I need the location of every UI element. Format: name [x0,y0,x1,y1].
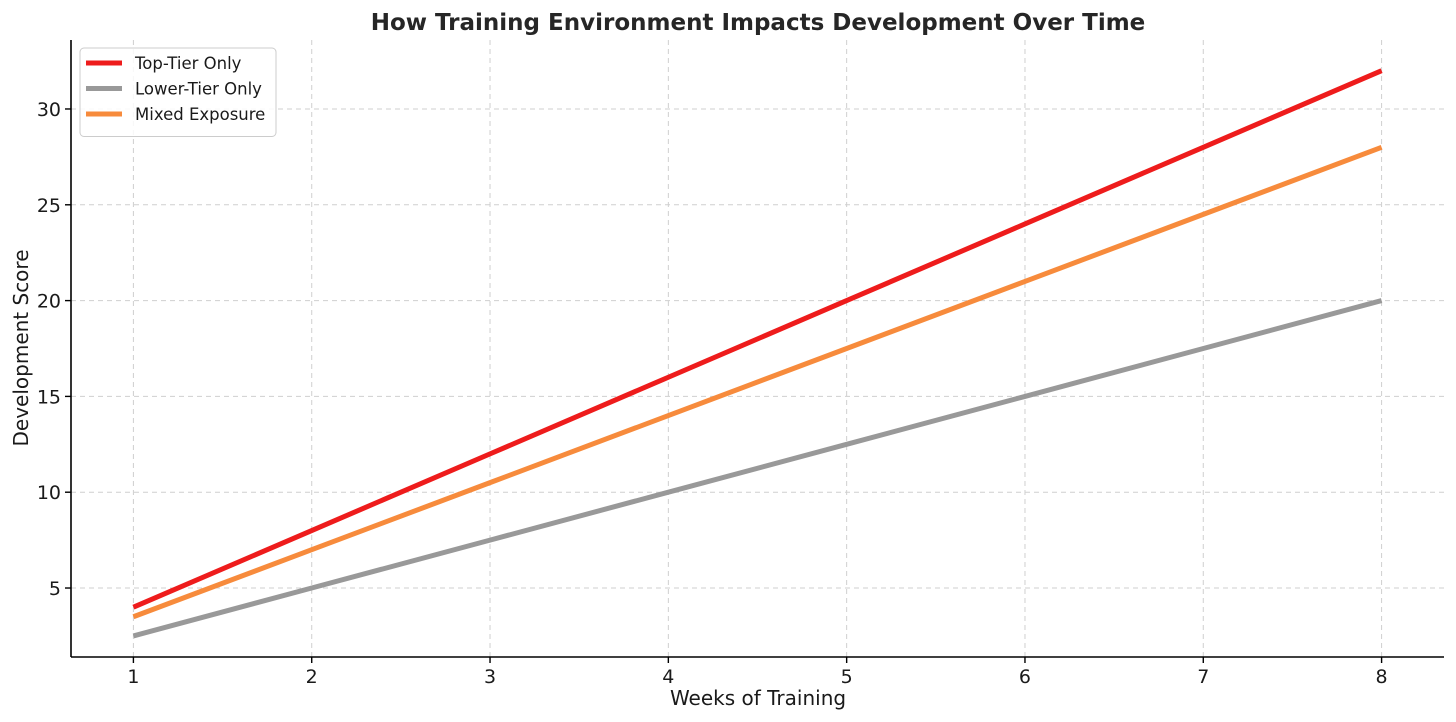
series-line-1 [132,68,1383,610]
tick-labels: 1 2 3 4 5 6 7 8 5 10 15 20 25 30 [37,99,1388,688]
x-tick-label: 2 [306,666,318,688]
x-tick-label: 6 [1019,666,1031,688]
legend: Top-Tier Only Lower-Tier Only Mixed Exposu… [79,47,277,137]
x-tick-label: 3 [484,666,496,688]
x-tick-label: 5 [841,666,853,688]
grid [71,40,1444,657]
series-line-3 [132,144,1383,620]
series-line-2 [132,298,1383,639]
y-tick-label: 25 [37,195,61,217]
legend-entry-label: Top-Tier Only [134,54,242,73]
y-tick-label: 15 [37,386,61,408]
series-lines [132,68,1383,639]
legend-entry-label: Lower-Tier Only [135,80,262,99]
legend-box [79,47,277,137]
x-axis-label: Weeks of Training [670,686,846,710]
y-tick-label: 20 [37,291,61,313]
y-axis-label: Development Score [9,249,33,446]
y-tick-label: 10 [37,482,61,504]
y-tick-label: 5 [49,578,61,600]
x-tick-label: 8 [1376,666,1388,688]
axes [65,40,1444,663]
x-tick-label: 7 [1197,666,1209,688]
y-tick-label: 30 [37,99,61,121]
chart-title: How Training Environment Impacts Develop… [371,10,1146,36]
x-tick-label: 4 [662,666,674,688]
legend-entry-label: Mixed Exposure [135,105,265,124]
x-tick-label: 1 [127,666,139,688]
